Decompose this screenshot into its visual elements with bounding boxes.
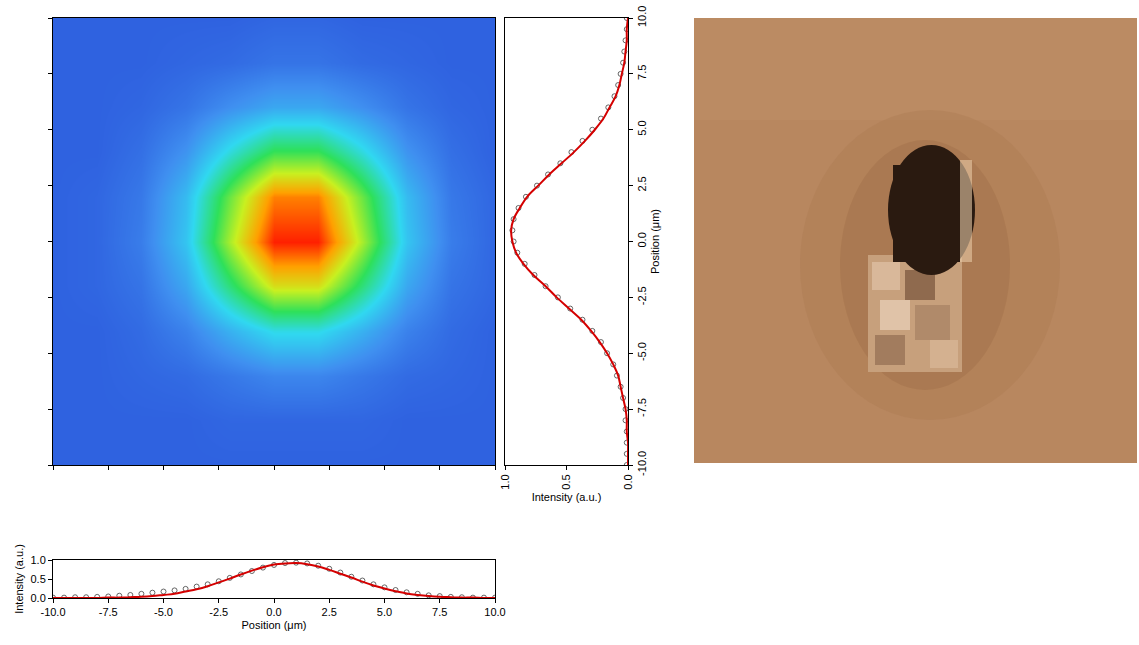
- svg-text:-10.0: -10.0: [40, 606, 65, 618]
- svg-text:0.0: 0.0: [31, 592, 46, 604]
- svg-text:-2.5: -2.5: [636, 286, 648, 305]
- svg-text:Position (μm): Position (μm): [241, 619, 306, 631]
- svg-text:0.5: 0.5: [31, 573, 46, 585]
- svg-text:0.0: 0.0: [622, 474, 634, 489]
- svg-text:-5.0: -5.0: [154, 606, 173, 618]
- svg-text:7.5: 7.5: [432, 606, 447, 618]
- svg-text:Position (μm): Position (μm): [649, 209, 661, 274]
- svg-text:0.5: 0.5: [560, 474, 572, 489]
- svg-text:2.5: 2.5: [636, 176, 648, 191]
- svg-text:-2.5: -2.5: [209, 606, 228, 618]
- svg-text:Intensity (a.u.): Intensity (a.u.): [532, 491, 602, 503]
- svg-text:0.0: 0.0: [636, 232, 648, 247]
- svg-text:-5.0: -5.0: [636, 342, 648, 361]
- svg-text:0.0: 0.0: [266, 606, 281, 618]
- svg-text:2.5: 2.5: [322, 606, 337, 618]
- svg-text:-10.0: -10.0: [636, 451, 648, 476]
- svg-text:1.0: 1.0: [31, 554, 46, 566]
- svg-text:10.0: 10.0: [484, 606, 505, 618]
- svg-text:-7.5: -7.5: [99, 606, 118, 618]
- svg-text:5.0: 5.0: [636, 120, 648, 135]
- svg-text:7.5: 7.5: [636, 65, 648, 80]
- svg-text:Intensity (a.u.): Intensity (a.u.): [13, 544, 25, 614]
- svg-text:1.0: 1.0: [499, 474, 511, 489]
- svg-text:-7.5: -7.5: [636, 398, 648, 417]
- svg-text:5.0: 5.0: [377, 606, 392, 618]
- svg-text:10.0: 10.0: [636, 6, 648, 27]
